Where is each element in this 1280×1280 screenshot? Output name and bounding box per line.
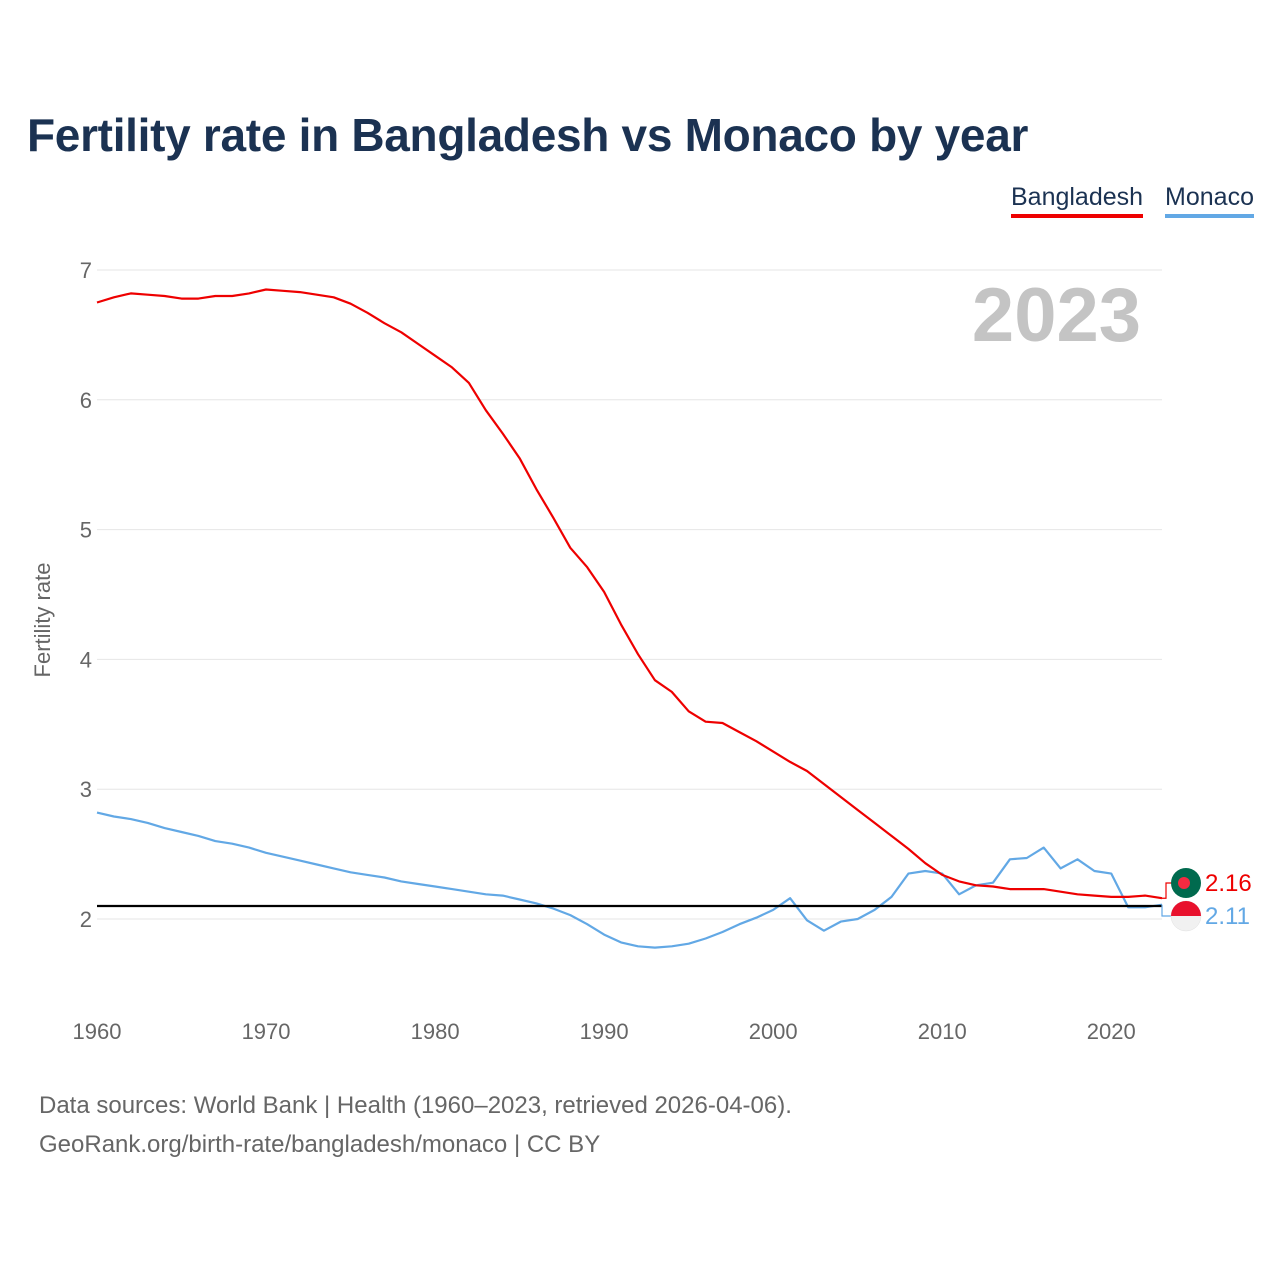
- x-axis-ticks: 1960 1970 1980 1990 2000 2010 2020: [73, 1019, 1136, 1044]
- source-line-2[interactable]: GeoRank.org/birth-rate/bangladesh/monaco…: [39, 1131, 601, 1158]
- y-tick-label: 5: [80, 518, 92, 543]
- source-line-1: Data sources: World Bank | Health (1960–…: [39, 1092, 792, 1119]
- y-tick-label: 4: [80, 647, 92, 672]
- y-axis-label: Fertility rate: [30, 563, 55, 678]
- gridlines: [97, 269, 1162, 920]
- series-line-bangladesh: [96, 288, 1163, 900]
- year-label: 2023: [972, 273, 1141, 358]
- x-tick-label: 1970: [242, 1019, 291, 1044]
- y-tick-label: 2: [80, 907, 92, 932]
- x-tick-label: 2000: [749, 1019, 798, 1044]
- legend: Bangladesh Monaco: [1010, 183, 1254, 218]
- monaco-flag-top: [1171, 901, 1201, 916]
- legend-item-monaco[interactable]: Monaco: [1165, 183, 1254, 218]
- y-tick-label: 3: [80, 777, 92, 802]
- bangladesh-flag-disc: [1178, 877, 1190, 889]
- chart-title: Fertility rate in Bangladesh vs Monaco b…: [27, 109, 1029, 161]
- x-tick-label: 2020: [1087, 1019, 1136, 1044]
- bangladesh-end-connector: [1162, 882, 1172, 899]
- source-note: Data sources: World Bank | Health (1960–…: [39, 1086, 792, 1164]
- x-tick-label: 1960: [73, 1019, 122, 1044]
- series-lines: [96, 288, 1163, 949]
- monaco-end-connector: [1161, 904, 1172, 917]
- x-tick-label: 1990: [580, 1019, 629, 1044]
- monaco-end-value: 2.11: [1205, 903, 1250, 930]
- series-line-monaco: [96, 811, 1163, 949]
- legend-item-bangladesh[interactable]: Bangladesh: [1010, 183, 1144, 218]
- x-tick-label: 2010: [918, 1019, 967, 1044]
- end-markers: 2.16 2.11: [1161, 868, 1252, 932]
- y-tick-label: 7: [80, 258, 92, 283]
- x-tick-label: 1980: [411, 1019, 460, 1044]
- y-axis-ticks: 2 3 4 5 6 7: [80, 258, 92, 932]
- y-tick-label: 6: [80, 388, 92, 413]
- bangladesh-end-value: 2.16: [1205, 870, 1252, 897]
